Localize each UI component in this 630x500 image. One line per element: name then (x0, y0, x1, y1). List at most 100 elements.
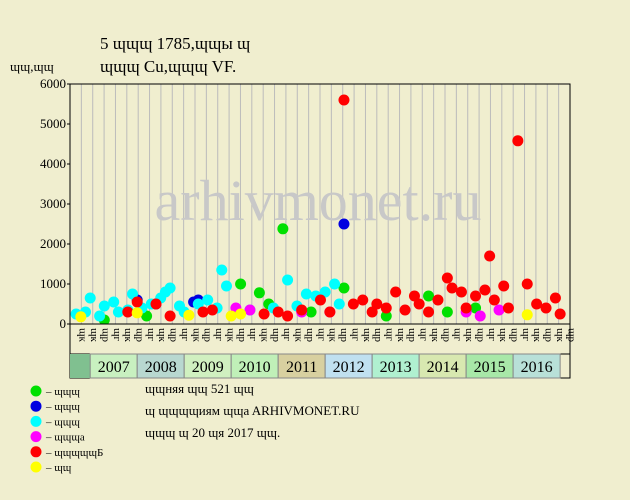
point (366, 306, 378, 318)
column-label: ɰр (304, 328, 316, 343)
column-label: ɰг (213, 328, 225, 342)
point (108, 296, 120, 308)
year-cell (183, 353, 232, 379)
column-label: ɰр (134, 328, 146, 343)
legend-marker (30, 385, 42, 397)
point (272, 306, 284, 318)
year-label: 2012 (333, 359, 365, 376)
point (549, 292, 561, 304)
point (244, 304, 256, 316)
year-label: 2013 (380, 359, 412, 376)
point (282, 274, 294, 286)
point (75, 311, 87, 323)
column-label: ɰр (99, 328, 111, 343)
column-label: ɰк (88, 328, 100, 343)
point (324, 306, 336, 318)
point (333, 298, 345, 310)
column-label: ɰг (111, 328, 123, 342)
column-label: ɰр (202, 328, 214, 343)
year-cell (371, 353, 420, 379)
legend-label: – ɰɰɰa (45, 432, 85, 444)
point (423, 290, 435, 302)
column-label: ɰк (77, 328, 89, 343)
point (296, 304, 308, 316)
column-label: ɰг (452, 328, 464, 342)
watermark: arhivmonet.ru (155, 168, 482, 233)
point (380, 310, 392, 322)
legend-label: – ɰɰ (45, 462, 72, 474)
year-cell (512, 353, 561, 379)
point (98, 300, 110, 312)
point (338, 218, 350, 230)
y-tick-label: 0 (60, 316, 67, 331)
column-label: ɰг (281, 328, 293, 342)
point (479, 284, 491, 296)
point (347, 298, 359, 310)
point (338, 94, 350, 106)
chart-subtitle: ɰɰɰ Cu,ɰɰɰ VF. (100, 57, 236, 76)
legend-marker (30, 461, 42, 473)
column-label: ɰр (406, 328, 418, 343)
point (319, 286, 331, 298)
year-cell (230, 353, 279, 379)
legend-label: – ɰɰɰ (45, 386, 80, 398)
point (206, 304, 218, 316)
year-label: 2008 (145, 359, 177, 376)
point (413, 298, 425, 310)
column-label: ɰк (531, 328, 543, 343)
point (380, 302, 392, 314)
point (493, 304, 505, 316)
point (235, 278, 247, 290)
point (329, 278, 341, 290)
column-label: ɰг (520, 328, 532, 342)
point (258, 308, 270, 320)
point (441, 272, 453, 284)
point (183, 309, 195, 321)
year-cell (89, 353, 138, 379)
point (235, 308, 247, 320)
point (225, 310, 237, 322)
column-label: ɰг (418, 328, 430, 342)
column-label: ɰр (440, 328, 452, 343)
column-label: ɰр (509, 328, 521, 343)
point (470, 290, 482, 302)
y-tick-label: 2000 (40, 236, 66, 251)
legend-marker (30, 446, 42, 458)
point (371, 298, 383, 310)
note: ɰɰняя ɰɰ 521 ɰɰ (145, 381, 254, 396)
point (531, 298, 543, 310)
point (253, 287, 265, 299)
y-tick-label: 4000 (40, 156, 66, 171)
y-tick-label: 5000 (40, 116, 66, 131)
point (112, 306, 124, 318)
column-label: ɰк (395, 328, 407, 343)
point (122, 306, 134, 318)
point (498, 280, 510, 292)
y-axis-label: ɰɰ,ɰɰ (10, 59, 54, 74)
point (277, 223, 289, 235)
year-cell (324, 353, 373, 379)
y-tick-label: 6000 (40, 76, 66, 91)
column-label: ɰг (315, 328, 327, 342)
point (220, 280, 232, 292)
point (484, 250, 496, 262)
year-label: 2011 (286, 359, 317, 376)
column-label: ɰг (486, 328, 498, 342)
column-label: ɰк (361, 328, 373, 343)
legend-label: – ɰɰɰ (45, 416, 80, 428)
note: ɰ ɰɰɰɰиям ɰɰa ARHIVMONET.RU (145, 403, 360, 418)
point (338, 282, 350, 294)
year-cell (418, 353, 467, 379)
year-label: 2009 (192, 359, 224, 376)
legend-marker (30, 415, 42, 427)
column-label: ɰр (372, 328, 384, 343)
year-lead (70, 354, 91, 378)
column-label: ɰр (338, 328, 350, 343)
column-label: ɰк (327, 328, 339, 343)
column-label: ɰг (179, 328, 191, 342)
column-label: ɰк (497, 328, 509, 343)
point (84, 292, 96, 304)
year-label: 2014 (427, 359, 459, 376)
column-label: ɰк (122, 328, 134, 343)
